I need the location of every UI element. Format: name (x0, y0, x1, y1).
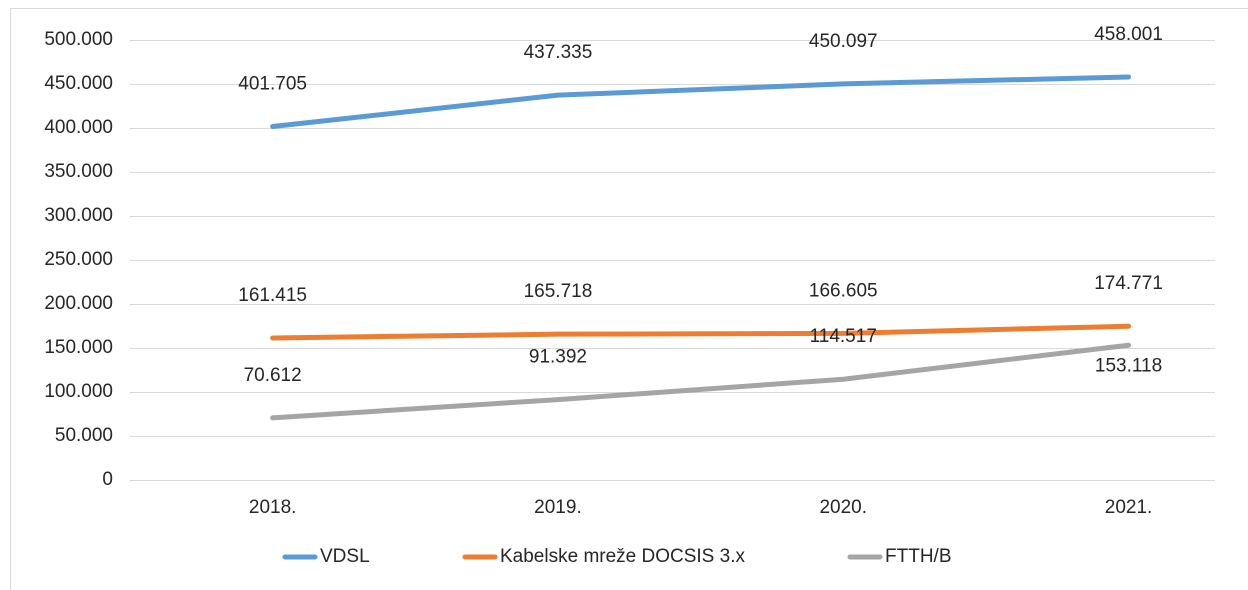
x-tick-label: 2019. (534, 497, 582, 518)
legend-label: Kabelske mreže DOCSIS 3.x (500, 546, 745, 567)
y-tick-label: 50.000 (55, 425, 113, 446)
series-line (270, 342, 1132, 421)
y-tick-label: 100.000 (44, 381, 113, 402)
y-tick-label: 400.000 (44, 117, 113, 138)
x-tick-label: 2021. (1105, 497, 1153, 518)
series-line (270, 74, 1132, 129)
legend-label: FTTH/B (885, 546, 952, 567)
data-label: 174.771 (1094, 273, 1163, 294)
data-label: 70.612 (244, 365, 302, 386)
y-tick-label: 150.000 (44, 337, 113, 358)
legend-label: VDSL (320, 546, 370, 567)
chart-border (10, 8, 1248, 590)
data-label: 437.335 (524, 42, 593, 63)
data-label: 153.118 (1095, 355, 1162, 376)
y-tick-label: 250.000 (44, 249, 113, 270)
data-label: 166.605 (809, 280, 878, 301)
data-label: 114.517 (810, 326, 877, 347)
data-label: 91.392 (529, 347, 587, 368)
data-label: 165.718 (524, 281, 593, 302)
y-tick-label: 200.000 (44, 293, 113, 314)
x-tick-label: 2020. (819, 497, 867, 518)
data-label: 458.001 (1094, 24, 1163, 45)
y-tick-label: 350.000 (44, 161, 113, 182)
y-tick-label: 0 (102, 469, 113, 490)
y-tick-label: 500.000 (44, 29, 113, 50)
data-label: 450.097 (809, 31, 878, 52)
data-label: 161.415 (238, 285, 307, 306)
x-tick-label: 2018. (249, 497, 297, 518)
data-label: 401.705 (238, 74, 307, 95)
y-tick-label: 450.000 (44, 73, 113, 94)
y-tick-label: 300.000 (44, 205, 113, 226)
series-line (270, 323, 1132, 341)
